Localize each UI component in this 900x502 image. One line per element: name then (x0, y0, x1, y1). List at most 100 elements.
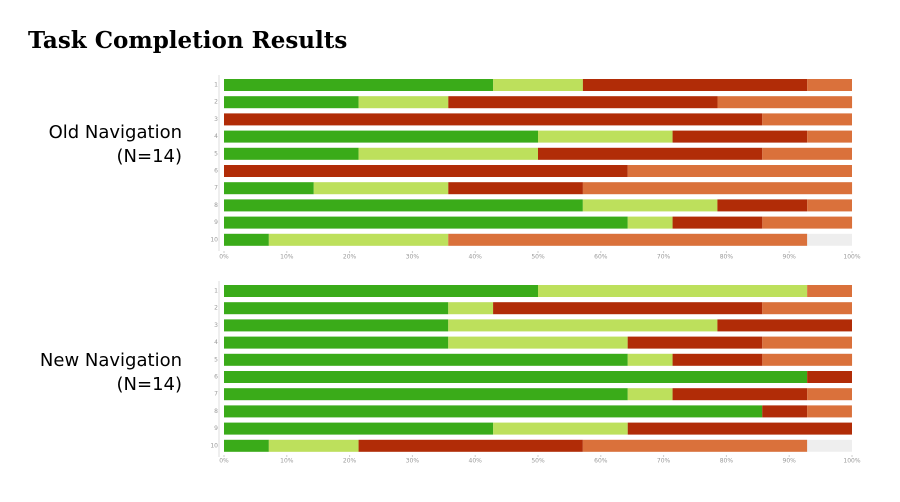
bar-segment (717, 96, 853, 109)
bar-segment (762, 147, 852, 160)
bar-segment (672, 353, 763, 366)
bar-segment (627, 422, 852, 435)
bar-segment (538, 147, 763, 160)
bar-segment (224, 79, 494, 91)
chart-label: New Navigation (40, 350, 182, 371)
bar-segment (358, 439, 583, 452)
bar-segment (448, 302, 494, 315)
bar-segment (358, 96, 449, 109)
x-tick-label: 70% (657, 458, 671, 465)
bar-segment (224, 371, 808, 383)
x-tick-label: 10% (280, 254, 294, 261)
bar-segment (224, 439, 269, 452)
y-tick-label: 2 (214, 99, 218, 106)
bar-segment (224, 233, 269, 246)
bar-segment (627, 165, 852, 177)
x-tick-label: 60% (594, 254, 608, 261)
chart-sublabel: (N=14) (117, 374, 183, 395)
bar-segment (224, 405, 763, 418)
bar-segment (807, 199, 852, 212)
y-tick-label: 9 (214, 425, 218, 432)
y-tick-label: 4 (214, 133, 218, 140)
bar-segment (582, 439, 808, 452)
bar-segment (224, 336, 449, 349)
bar-segment (672, 216, 763, 229)
bar-segment (627, 336, 763, 349)
bar-segment (582, 199, 718, 212)
bar-segment (224, 388, 628, 401)
slide-title: Task Completion Results (28, 27, 347, 54)
x-tick-label: 100% (843, 458, 860, 465)
x-tick-label: 10% (280, 458, 294, 465)
bar-segment (493, 302, 763, 315)
x-tick-label: 40% (469, 458, 483, 465)
bar-segment (762, 405, 808, 418)
bar-segment (448, 182, 583, 195)
bar-segment (313, 182, 449, 195)
y-tick-label: 8 (214, 202, 218, 209)
bar-segment (224, 96, 359, 109)
x-tick-label: 40% (469, 254, 483, 261)
x-tick-label: 70% (657, 254, 671, 261)
y-tick-label: 5 (214, 150, 218, 157)
x-tick-label: 90% (783, 254, 797, 261)
y-tick-label: 3 (214, 116, 218, 123)
bar-segment (268, 233, 449, 246)
bar-segment (762, 302, 852, 315)
bar-segment (627, 388, 673, 401)
bar-segment (582, 79, 808, 91)
x-tick-label: 20% (343, 458, 357, 465)
bar-segment (224, 319, 449, 332)
bar-segment (448, 233, 808, 246)
bar-segment (493, 422, 628, 435)
bar-segment (448, 96, 718, 109)
x-tick-label: 100% (843, 254, 860, 261)
bar-segment (224, 199, 583, 212)
x-tick-label: 0% (219, 458, 229, 465)
bar-segment (224, 216, 628, 229)
bar-segment (762, 113, 852, 126)
bar-segment (224, 182, 314, 195)
x-tick-label: 20% (343, 254, 357, 261)
x-tick-label: 30% (406, 254, 420, 261)
y-tick-label: 5 (214, 356, 218, 363)
bar-segment (807, 405, 852, 418)
bar-segment (807, 285, 852, 297)
y-tick-label: 10 (210, 442, 218, 449)
bar-segment (224, 285, 538, 297)
y-tick-label: 10 (210, 236, 218, 243)
bar-segment (582, 182, 853, 195)
bar-segment (762, 216, 853, 229)
bar-segment (268, 439, 359, 452)
chart-sublabel: (N=14) (117, 146, 183, 167)
y-tick-label: 1 (214, 82, 218, 89)
bar-segment (762, 353, 853, 366)
bar-segment (448, 319, 718, 332)
x-tick-label: 60% (594, 458, 608, 465)
x-tick-label: 80% (720, 458, 734, 465)
x-tick-label: 0% (219, 254, 229, 261)
x-tick-label: 50% (531, 254, 545, 261)
bar-segment (717, 199, 808, 212)
bar-segment (672, 130, 808, 143)
y-tick-label: 6 (214, 374, 218, 381)
bar-segment (717, 319, 852, 332)
bar-segment (224, 422, 494, 435)
x-tick-label: 90% (783, 458, 797, 465)
bar-segment (224, 147, 359, 160)
x-tick-label: 30% (406, 458, 420, 465)
bar-segment (627, 216, 673, 229)
bar-segment (358, 147, 538, 160)
bar-segment (627, 353, 673, 366)
y-tick-label: 4 (214, 339, 218, 346)
y-tick-label: 8 (214, 408, 218, 415)
bar-segment (224, 353, 628, 366)
y-tick-label: 3 (214, 322, 218, 329)
y-tick-label: 7 (214, 391, 218, 398)
bar-segment (538, 130, 673, 143)
bar-segment (493, 79, 583, 91)
bar-segment (224, 130, 538, 143)
bar-segment (807, 130, 852, 143)
bar-segment (672, 388, 808, 401)
